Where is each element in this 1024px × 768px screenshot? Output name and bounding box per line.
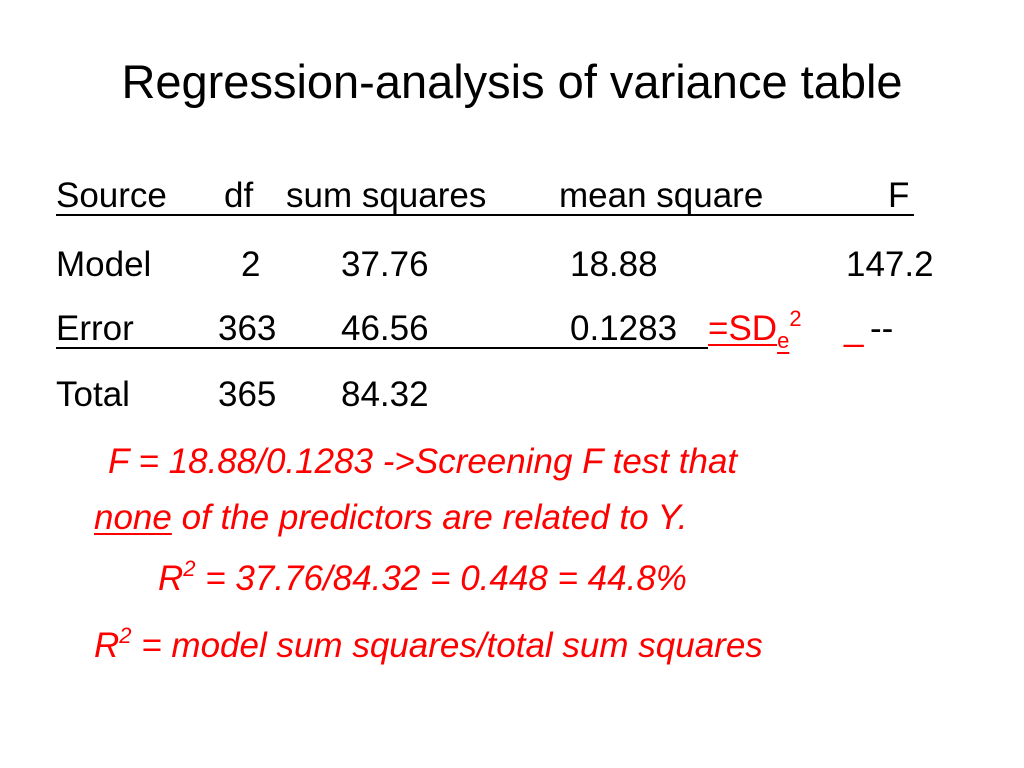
cell-sum-squares: 46.56 (341, 309, 429, 348)
f-test-note-rest: of the predictors are related to Y. (171, 498, 688, 537)
header-sum-squares: sum squares (286, 176, 487, 215)
header-mean-square: mean square (559, 176, 764, 215)
cell-source: Total (56, 375, 130, 414)
header-f: F (888, 176, 910, 215)
table-header-row: Source df sum squares mean square F (56, 174, 926, 218)
cell-source: Error (56, 309, 134, 348)
cell-f: 147.2 (846, 245, 934, 284)
cell-df: 2 (241, 245, 261, 284)
cell-sum-squares: 84.32 (341, 375, 429, 414)
f-test-note-line2: none of the predictors are related to Y. (94, 496, 687, 540)
f-test-note-line1: F = 18.88/0.1283 ->Screening F test that (108, 442, 738, 481)
emphasis-none: none (94, 498, 172, 537)
cell-df: 365 (218, 375, 277, 414)
annotation-trailing: _ (844, 309, 864, 348)
cell-sum-squares: 37.76 (341, 245, 429, 284)
r-squared-definition: R2 = model sum squares/total sum squares (94, 623, 763, 666)
error-row-underline (56, 347, 708, 349)
annotation-superscript: 2 (789, 306, 802, 331)
header-underline (56, 214, 914, 216)
error-annotation: =SDe2 (708, 306, 802, 353)
cell-source: Model (56, 245, 152, 284)
cell-mean-square: 18.88 (570, 245, 658, 284)
header-source: Source (56, 176, 167, 215)
annotation-subscript: e (777, 328, 790, 353)
slide-title: Regression-analysis of variance table (121, 55, 903, 108)
table-row-model: Model 2 37.76 18.88 147.2 (56, 243, 966, 287)
table-row-total: Total 365 84.32 (56, 373, 556, 417)
cell-mean-square: 0.1283 (570, 309, 678, 348)
cell-df: 363 (218, 309, 277, 348)
table-row-error: Error 363 46.56 0.1283 =SDe2 _ -- (56, 306, 966, 353)
header-df: df (224, 176, 254, 215)
annotation-sd: =SD (708, 309, 778, 348)
cell-f: -- (870, 309, 894, 348)
r-squared-calculation: R2 = 37.76/84.32 = 0.448 = 44.8% (158, 556, 687, 599)
